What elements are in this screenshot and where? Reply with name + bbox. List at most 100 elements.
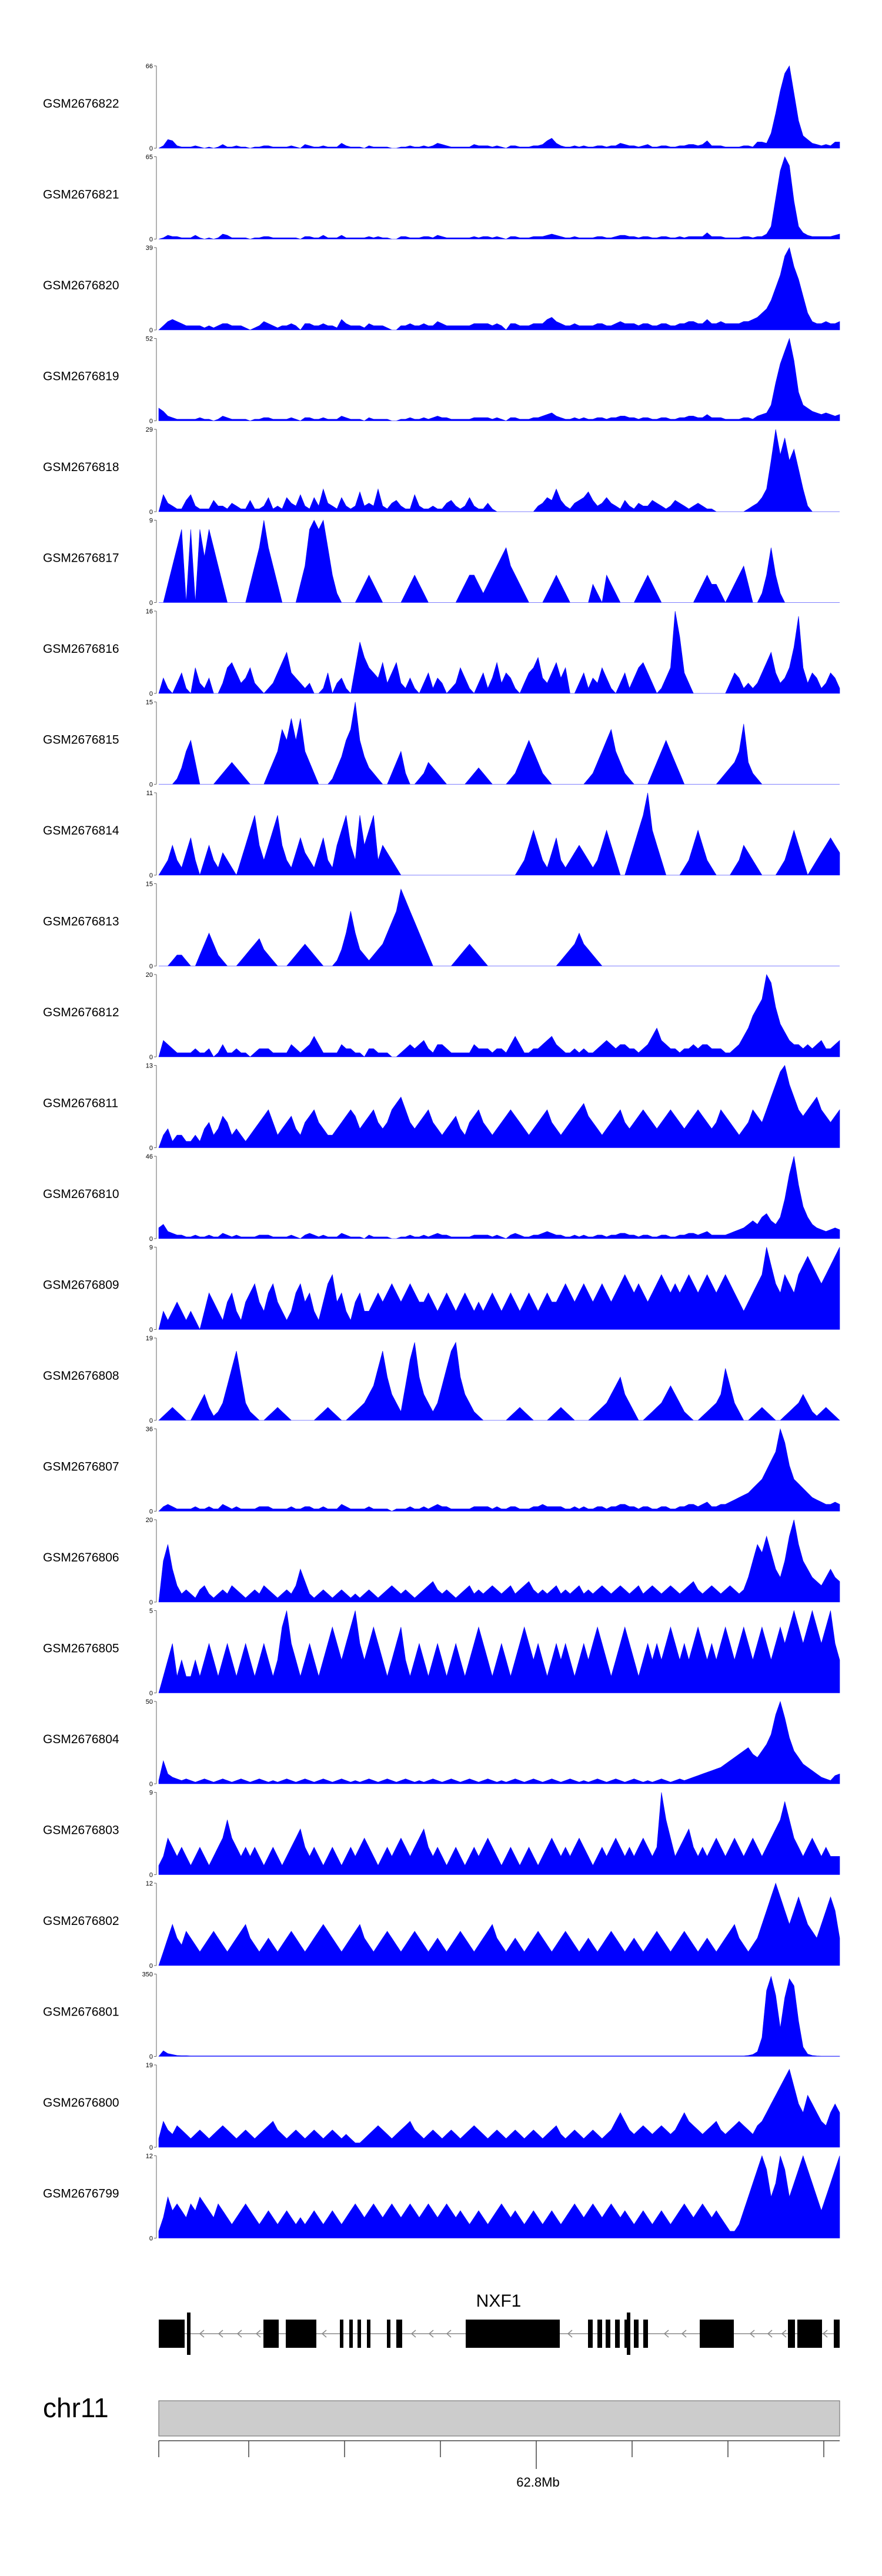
exon-block: [797, 2320, 822, 2348]
exon-block: [387, 2320, 390, 2348]
coverage-tracks: GSM2676822660GSM2676821650GSM2676820390G…: [43, 63, 840, 2243]
track-GSM2676809: GSM2676809 9 0: [43, 1244, 840, 1334]
coverage-area: [158, 1700, 840, 1784]
track-GSM2676819: GSM2676819 52 0: [43, 336, 840, 425]
strand-arrow: [749, 2330, 755, 2338]
exon-block: [726, 2320, 734, 2348]
track-name-label: GSM2676803: [43, 1824, 119, 1837]
strand-arrow: [410, 2330, 416, 2338]
y-max-label: 5: [149, 1608, 153, 1615]
track-name-label: GSM2676815: [43, 733, 119, 747]
coverage-area: [158, 1792, 840, 1875]
track-name-label: GSM2676818: [43, 461, 119, 474]
strand-arrow: [428, 2330, 434, 2338]
track-name-label: GSM2676812: [43, 1006, 119, 1019]
track-GSM2676811: GSM2676811 13 0: [43, 1063, 840, 1152]
exon-block: [834, 2320, 840, 2348]
y-min-label: 0: [149, 2054, 153, 2061]
coverage-area: [158, 1065, 840, 1148]
coverage-area: [158, 1156, 840, 1239]
y-max-label: 36: [146, 1426, 153, 1433]
coverage-area: [158, 1342, 840, 1421]
chromosome-ideogram: chr11: [43, 2393, 840, 2437]
track-name-label: GSM2676800: [43, 2096, 119, 2110]
track-GSM2676813: GSM2676813 15 0: [43, 881, 840, 970]
y-max-label: 350: [142, 1971, 153, 1978]
y-min-label: 0: [149, 1963, 153, 1970]
track-name-label: GSM2676799: [43, 2187, 119, 2201]
y-min-label: 0: [149, 509, 153, 516]
y-min-label: 0: [149, 1145, 153, 1152]
track-name-label: GSM2676807: [43, 1460, 119, 1474]
track-name-label: GSM2676814: [43, 824, 119, 837]
y-max-label: 9: [149, 1244, 153, 1252]
exon-block: [286, 2320, 316, 2348]
track-name-label: GSM2676809: [43, 1279, 119, 1292]
y-min-label: 0: [149, 1236, 153, 1243]
axis-tick-label: 62.8Mb: [516, 2475, 559, 2490]
track-GSM2676802: GSM2676802 12 0: [43, 1880, 840, 1970]
exon-block: [700, 2320, 711, 2348]
track-name-label: GSM2676820: [43, 279, 119, 292]
exon-block: [367, 2320, 370, 2348]
y-min-label: 0: [149, 2144, 153, 2151]
coverage-area: [158, 156, 840, 239]
track-name-label: GSM2676805: [43, 1642, 119, 1656]
coverage-area: [159, 888, 840, 966]
track-name-label: GSM2676813: [43, 915, 119, 929]
strand-arrow: [446, 2330, 452, 2338]
coverage-area: [158, 1519, 840, 1603]
coverage-area: [159, 519, 840, 603]
track-GSM2676810: GSM2676810 46 0: [43, 1153, 840, 1243]
coverage-area: [158, 1883, 840, 1966]
exon-block: [358, 2320, 361, 2348]
y-max-label: 65: [146, 154, 153, 161]
y-max-label: 13: [146, 1063, 153, 1070]
track-GSM2676806: GSM2676806 20 0: [43, 1517, 840, 1606]
y-min-label: 0: [149, 600, 153, 607]
track-name-label: GSM2676817: [43, 552, 119, 565]
y-min-label: 0: [149, 963, 153, 970]
strand-arrow: [663, 2330, 669, 2338]
coverage-area: [158, 1976, 840, 2057]
y-max-label: 12: [146, 2153, 153, 2160]
strand-arrow: [681, 2330, 687, 2338]
exon-block: [176, 2320, 185, 2348]
exon-block: [643, 2320, 648, 2348]
strand-arrow: [567, 2330, 573, 2338]
y-min-label: 0: [149, 1509, 153, 1516]
y-max-label: 16: [146, 608, 153, 615]
y-min-label: 0: [149, 782, 153, 789]
y-max-label: 15: [146, 699, 153, 706]
y-min-label: 0: [149, 418, 153, 425]
y-max-label: 19: [146, 1335, 153, 1342]
exon-block: [588, 2320, 593, 2348]
track-GSM2676812: GSM2676812 20 0: [43, 972, 840, 1061]
exon-block: [634, 2320, 639, 2348]
track-name-label: GSM2676808: [43, 1369, 119, 1383]
exon-block: [627, 2313, 630, 2355]
coverage-area: [158, 1247, 840, 1330]
exon-block: [263, 2320, 279, 2348]
track-name-label: GSM2676811: [43, 1097, 118, 1110]
track-name-label: GSM2676821: [43, 188, 119, 202]
y-min-label: 0: [149, 1054, 153, 1061]
track-name-label: GSM2676801: [43, 2006, 119, 2019]
track-name-label: GSM2676822: [43, 97, 119, 111]
exon-block: [597, 2320, 602, 2348]
exon-block: [349, 2320, 353, 2348]
track-GSM2676822: GSM2676822 66 0: [43, 63, 840, 152]
y-min-label: 0: [149, 1327, 153, 1334]
strand-arrow: [236, 2330, 242, 2338]
track-GSM2676808: GSM2676808 19 0: [43, 1335, 840, 1424]
coverage-area: [158, 2155, 840, 2238]
strand-arrow: [255, 2330, 261, 2338]
exon-block: [187, 2313, 191, 2355]
coverage-area: [158, 338, 840, 421]
track-GSM2676799: GSM2676799 12 0: [43, 2153, 840, 2243]
gene-model-track: NXF1: [159, 2291, 840, 2355]
exon-block: [606, 2320, 610, 2348]
coverage-area: [158, 974, 840, 1057]
strand-arrow: [199, 2330, 205, 2338]
